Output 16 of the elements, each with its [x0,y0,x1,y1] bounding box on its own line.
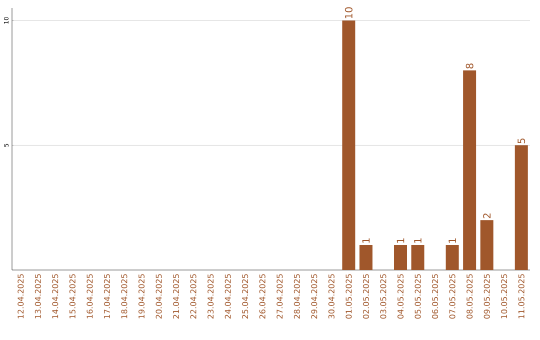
data-label: 5 [518,138,526,144]
data-label: 2 [483,214,491,218]
data-label: 1 [448,238,456,243]
bar [446,245,459,270]
bar [342,20,356,270]
bar [514,145,528,270]
bar [480,220,494,270]
bar [359,245,372,270]
data-label: 1 [362,238,370,243]
bar [394,245,408,270]
data-label: 8 [466,64,474,69]
data-label: 10 [344,7,352,18]
bar [411,245,424,270]
data-label: 1 [414,238,422,243]
bar [463,70,476,270]
data-label: 1 [396,238,404,243]
